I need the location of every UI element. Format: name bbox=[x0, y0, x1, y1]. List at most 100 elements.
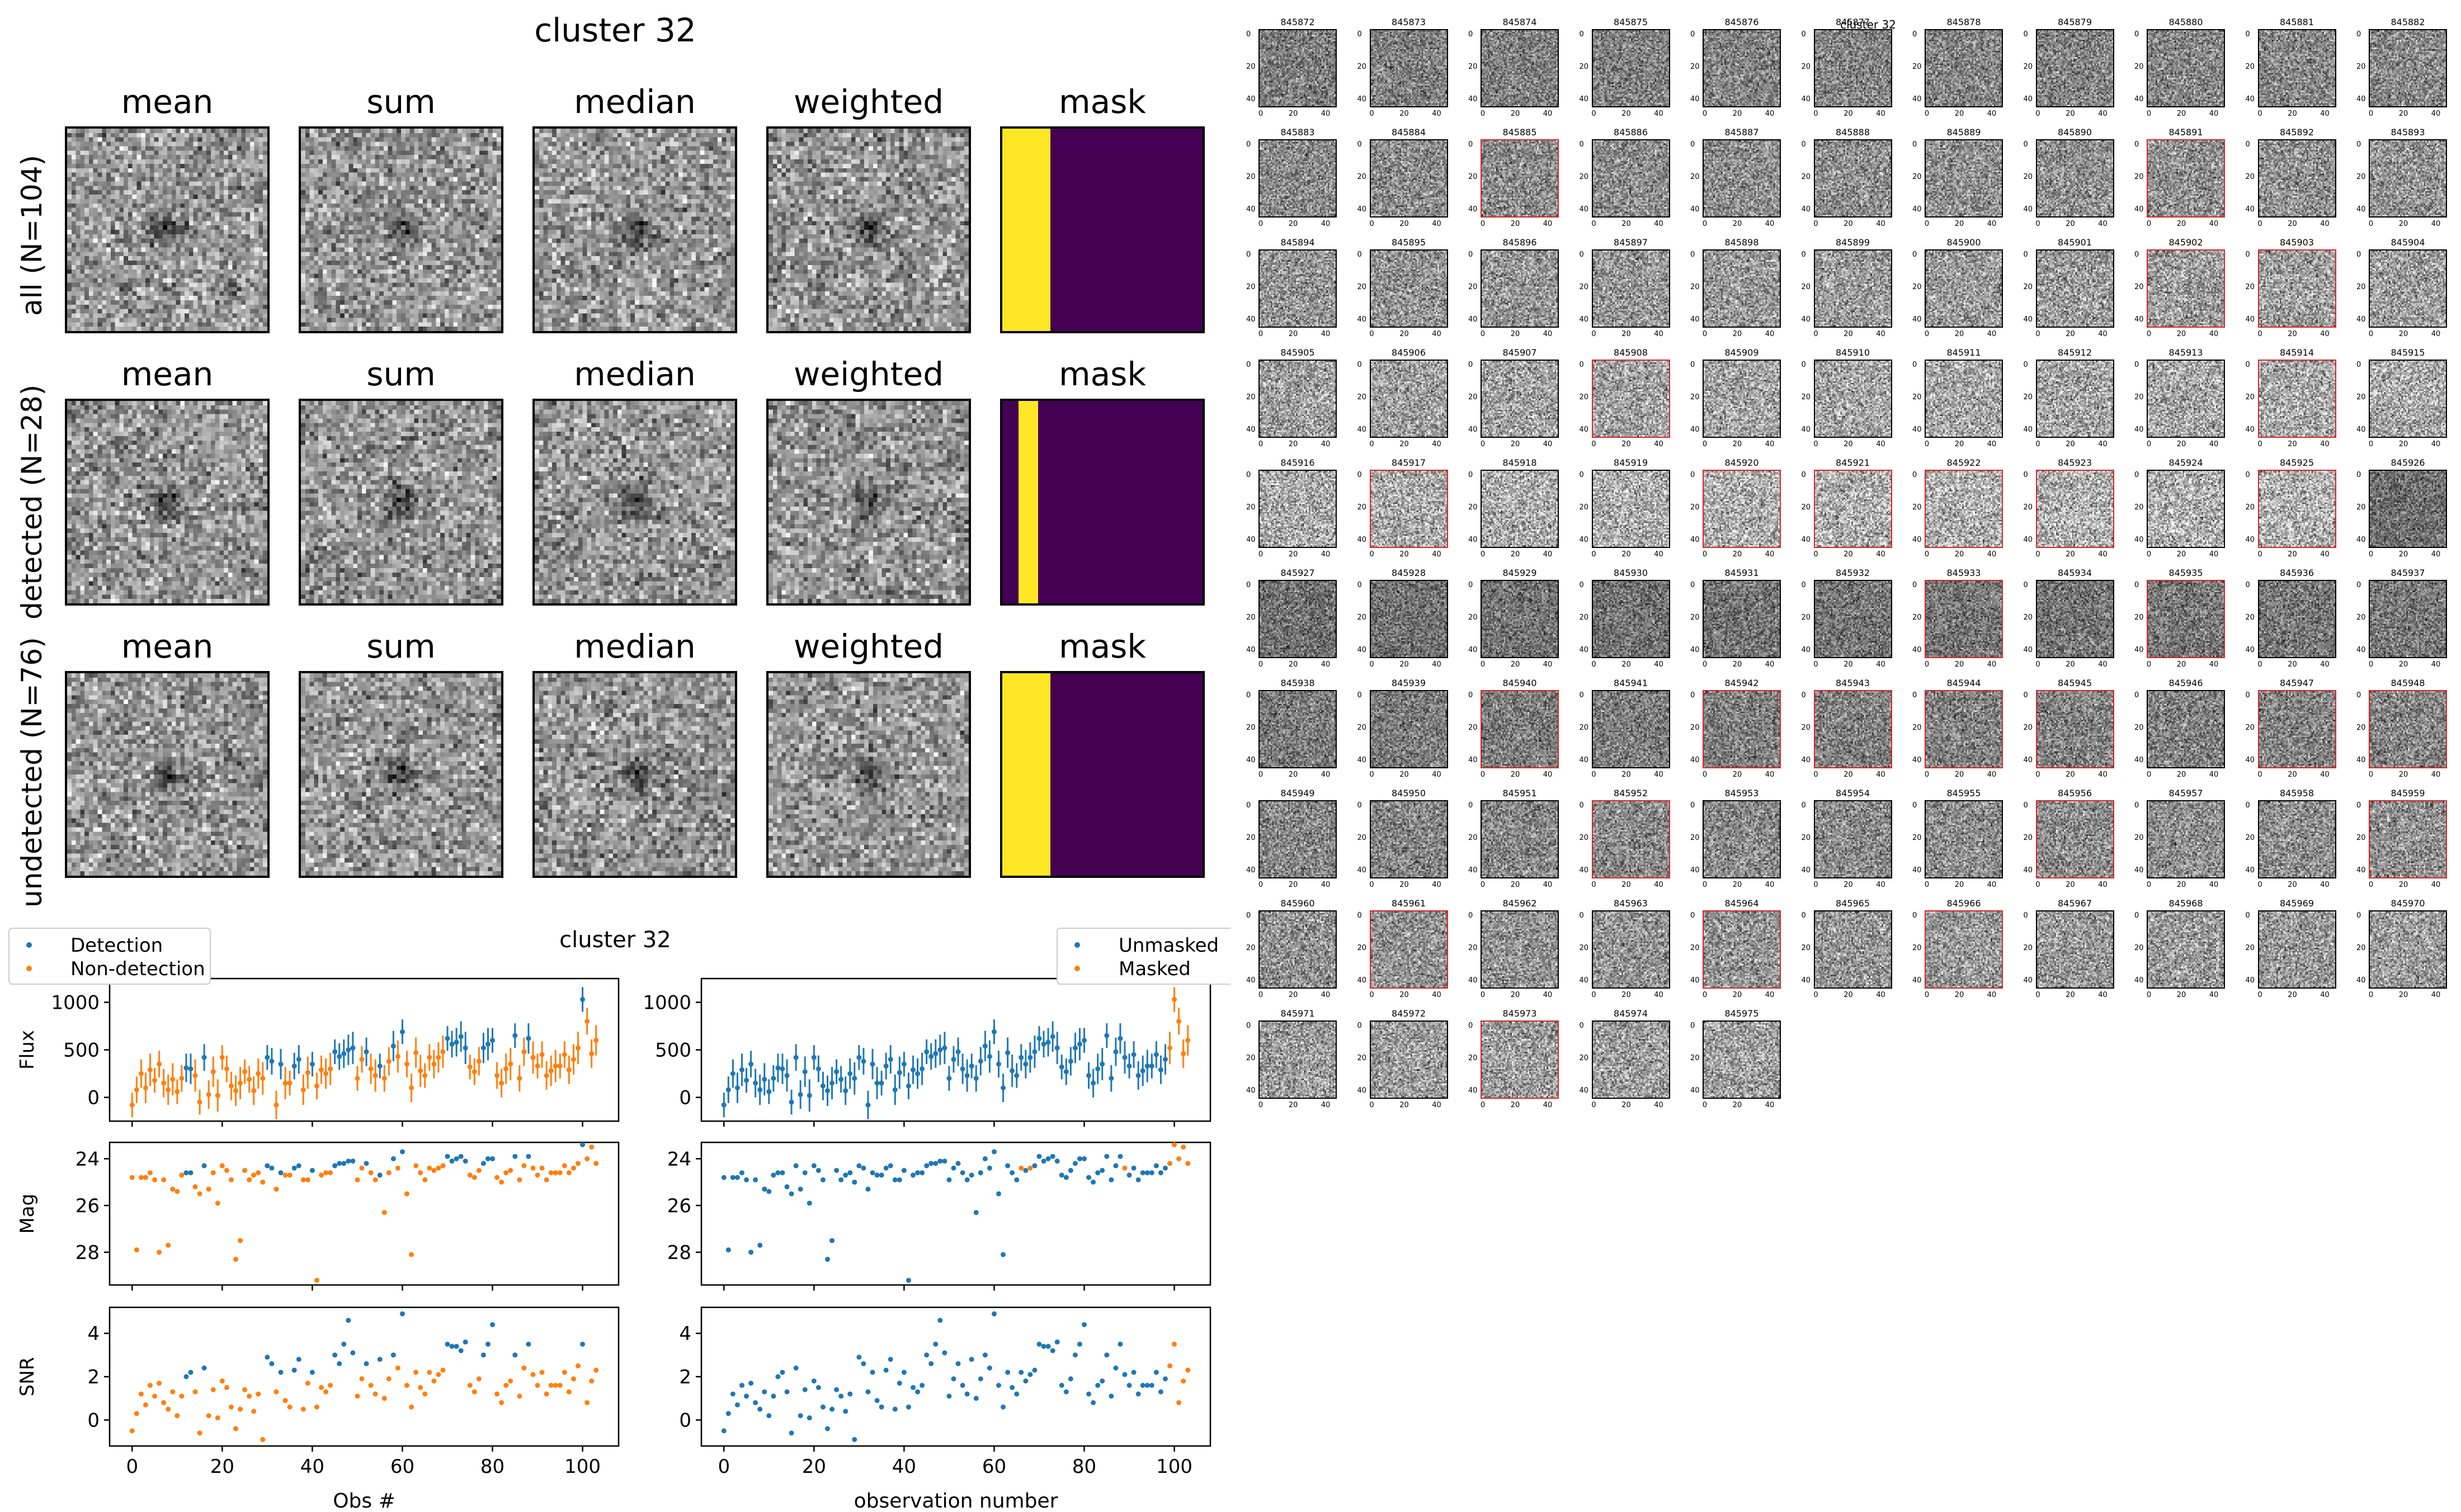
thumbnail-image bbox=[2035, 800, 2114, 878]
thumbnail-x-tick: 40 bbox=[1654, 660, 1663, 669]
thumbnail-image bbox=[1813, 800, 1892, 878]
data-point bbox=[219, 1378, 225, 1384]
thumbnail-y-tick: 40 bbox=[2023, 205, 2033, 214]
thumbnail-x-tick: 40 bbox=[1321, 881, 1331, 889]
stamp-image bbox=[65, 671, 270, 878]
data-point bbox=[274, 1389, 279, 1395]
thumbnail-x-tick: 40 bbox=[1765, 440, 1775, 448]
thumbnail-y-tick: 40 bbox=[2023, 976, 2033, 985]
y-axis-label: Mag bbox=[16, 1194, 39, 1234]
thumbnail-x-tick: 20 bbox=[1288, 440, 1298, 448]
thumbnail-y-tick: 0 bbox=[1468, 1022, 1473, 1030]
thumbnail-grid: cluster 32 845872 0 20 40 0 20 40 845873 0 20 40 0 2… bbox=[1230, 0, 2461, 1146]
data-point bbox=[1086, 1072, 1092, 1078]
thumbnail-x-tick: 0 bbox=[2035, 550, 2040, 559]
thumbnail-y-tick: 20 bbox=[2356, 834, 2366, 842]
thumbnail-x-tick: 20 bbox=[1954, 771, 1964, 779]
data-point bbox=[265, 1055, 270, 1060]
data-point bbox=[757, 1406, 763, 1412]
thumbnail-x-tick: 0 bbox=[1813, 550, 1818, 559]
thumbnail-x-tick: 0 bbox=[1258, 660, 1263, 669]
thumbnail-y-tick: 20 bbox=[2023, 834, 2033, 842]
thumbnail-x-tick: 0 bbox=[1813, 220, 1818, 228]
thumbnail-x-tick: 20 bbox=[1732, 550, 1742, 559]
stamp-column-title: weighted bbox=[793, 83, 944, 121]
data-point bbox=[192, 1184, 198, 1189]
data-point bbox=[580, 1341, 586, 1347]
x-tick-label: 0 bbox=[126, 1456, 138, 1478]
data-point bbox=[256, 1170, 261, 1175]
thumbnail-id: 845874 bbox=[1502, 17, 1537, 27]
thumbnail-x-tick: 0 bbox=[2035, 220, 2040, 228]
thumbnail-y-tick: 0 bbox=[2134, 471, 2139, 479]
data-point bbox=[188, 1170, 194, 1175]
thumbnail-x-tick: 20 bbox=[2176, 660, 2186, 669]
data-point bbox=[228, 1404, 234, 1410]
data-point bbox=[1019, 1369, 1024, 1375]
data-point bbox=[386, 1059, 392, 1064]
thumbnail-x-tick: 20 bbox=[1844, 881, 1853, 889]
data-point bbox=[143, 1402, 148, 1407]
thumbnail-y-tick: 0 bbox=[2356, 361, 2361, 369]
data-point bbox=[1158, 1170, 1163, 1175]
thumbnail-id: 845964 bbox=[1724, 898, 1759, 909]
data-point bbox=[978, 1170, 983, 1175]
thumbnail-y-tick: 0 bbox=[1801, 30, 1806, 39]
thumbnail-id: 845944 bbox=[1946, 678, 1981, 688]
y-tick-label: 0 bbox=[87, 1087, 100, 1109]
data-point bbox=[1176, 1156, 1182, 1161]
thumbnail-x-tick: 40 bbox=[1543, 550, 1553, 559]
data-point bbox=[472, 1389, 477, 1395]
thumbnail-id: 845922 bbox=[1946, 457, 1981, 468]
data-point bbox=[865, 1187, 871, 1192]
thumbnail-x-tick: 20 bbox=[1732, 330, 1742, 338]
data-point bbox=[815, 1385, 821, 1390]
thumbnail-id: 845957 bbox=[2168, 788, 2203, 798]
data-point bbox=[593, 1038, 599, 1043]
stamp-image bbox=[532, 399, 737, 606]
data-point bbox=[1126, 1383, 1132, 1388]
thumbnail-y-tick: 20 bbox=[1468, 724, 1478, 732]
data-point bbox=[508, 1061, 513, 1067]
data-point bbox=[508, 1378, 513, 1384]
thumbnail-id: 845911 bbox=[1946, 347, 1981, 358]
thumbnail-x-tick: 20 bbox=[1954, 330, 1964, 338]
x-tick-label: 40 bbox=[300, 1456, 324, 1478]
thumbnail-id: 845966 bbox=[1946, 898, 1981, 909]
thumbnail-y-tick: 0 bbox=[1357, 30, 1362, 39]
data-point bbox=[323, 1170, 329, 1175]
data-point bbox=[1036, 1341, 1042, 1347]
thumbnail-x-tick: 20 bbox=[1844, 660, 1853, 669]
thumbnail-x-tick: 20 bbox=[1399, 220, 1409, 228]
thumbnail-id: 845933 bbox=[1946, 568, 1981, 578]
data-point bbox=[175, 1413, 180, 1419]
thumbnail-image bbox=[1813, 470, 1892, 548]
thumbnail-x-tick: 0 bbox=[2257, 330, 2262, 338]
thumbnail-y-tick: 20 bbox=[2134, 834, 2144, 842]
data-point bbox=[548, 1383, 554, 1388]
thumbnail-x-tick: 40 bbox=[2431, 220, 2441, 228]
thumbnail-y-tick: 20 bbox=[1246, 173, 1256, 181]
thumbnail-x-tick: 40 bbox=[1876, 881, 1885, 889]
thumbnail-x-tick: 40 bbox=[1543, 110, 1553, 118]
thumbnail-y-tick: 0 bbox=[2134, 140, 2139, 149]
thumbnail-x-tick: 0 bbox=[1480, 220, 1486, 228]
data-point bbox=[228, 1177, 234, 1183]
y-tick-label: 0 bbox=[679, 1410, 691, 1432]
thumbnail-x-tick: 0 bbox=[2368, 110, 2374, 118]
data-point bbox=[265, 1163, 270, 1169]
thumbnail-x-tick: 40 bbox=[1876, 330, 1885, 338]
thumbnail-x-tick: 40 bbox=[2209, 330, 2219, 338]
data-point bbox=[1023, 1378, 1029, 1384]
data-point bbox=[440, 1163, 446, 1169]
thumbnail-x-tick: 40 bbox=[2320, 991, 2330, 999]
y-tick-label: 28 bbox=[76, 1241, 100, 1264]
thumbnail-y-tick: 40 bbox=[1357, 756, 1367, 764]
thumbnail-y-tick: 0 bbox=[1690, 691, 1695, 700]
thumbnail-y-tick: 40 bbox=[2134, 866, 2144, 875]
data-point bbox=[399, 1149, 405, 1155]
data-point bbox=[1095, 1066, 1101, 1071]
data-point bbox=[1176, 1019, 1182, 1024]
data-point bbox=[571, 1376, 576, 1382]
